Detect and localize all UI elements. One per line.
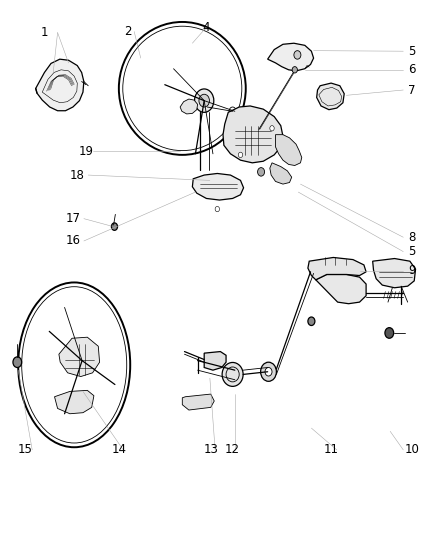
Polygon shape bbox=[192, 173, 243, 200]
Text: 11: 11 bbox=[323, 443, 338, 456]
Polygon shape bbox=[59, 337, 99, 376]
Text: 16: 16 bbox=[65, 235, 80, 247]
Text: 1: 1 bbox=[41, 26, 48, 39]
Circle shape bbox=[257, 167, 264, 176]
Circle shape bbox=[265, 368, 272, 376]
Circle shape bbox=[291, 67, 297, 73]
Polygon shape bbox=[180, 99, 197, 114]
Polygon shape bbox=[204, 352, 226, 370]
Polygon shape bbox=[35, 59, 84, 111]
Text: 13: 13 bbox=[203, 443, 218, 456]
Text: 12: 12 bbox=[224, 443, 239, 456]
Text: 8: 8 bbox=[407, 231, 415, 244]
Text: 15: 15 bbox=[17, 443, 32, 456]
Polygon shape bbox=[223, 106, 283, 163]
Text: 6: 6 bbox=[407, 63, 415, 76]
Polygon shape bbox=[372, 259, 415, 288]
Text: 9: 9 bbox=[407, 264, 415, 277]
Text: 4: 4 bbox=[202, 21, 210, 34]
Text: 19: 19 bbox=[78, 144, 93, 158]
Polygon shape bbox=[54, 390, 94, 414]
Text: 14: 14 bbox=[111, 443, 126, 456]
Circle shape bbox=[198, 94, 209, 107]
Circle shape bbox=[293, 51, 300, 59]
Circle shape bbox=[72, 349, 92, 372]
Text: 10: 10 bbox=[404, 443, 419, 456]
Circle shape bbox=[384, 328, 393, 338]
Circle shape bbox=[78, 356, 86, 366]
Polygon shape bbox=[267, 43, 313, 71]
Circle shape bbox=[269, 126, 274, 131]
Polygon shape bbox=[316, 83, 343, 110]
Circle shape bbox=[13, 357, 21, 368]
Polygon shape bbox=[307, 257, 365, 280]
Text: 2: 2 bbox=[124, 25, 131, 38]
Circle shape bbox=[194, 89, 213, 112]
Text: 5: 5 bbox=[407, 45, 415, 58]
Circle shape bbox=[229, 107, 236, 116]
Circle shape bbox=[215, 206, 219, 212]
Circle shape bbox=[260, 362, 276, 381]
Text: 7: 7 bbox=[407, 84, 415, 96]
Text: 18: 18 bbox=[70, 168, 85, 182]
Text: 17: 17 bbox=[65, 212, 80, 225]
Circle shape bbox=[307, 317, 314, 326]
Ellipse shape bbox=[222, 362, 243, 386]
Circle shape bbox=[111, 223, 117, 230]
Circle shape bbox=[238, 152, 242, 158]
Text: 5: 5 bbox=[407, 245, 415, 258]
Polygon shape bbox=[269, 163, 291, 184]
Polygon shape bbox=[182, 394, 214, 410]
Polygon shape bbox=[275, 135, 301, 165]
Polygon shape bbox=[315, 274, 365, 304]
